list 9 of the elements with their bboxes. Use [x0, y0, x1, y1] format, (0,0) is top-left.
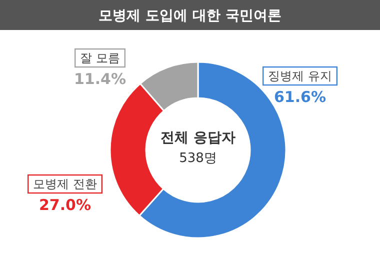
data-label: 61.6% [274, 88, 326, 106]
slice-label: 잘 모름 [80, 51, 120, 65]
slice-label: 징병제 유지 [268, 69, 332, 83]
text: 전체 응답자 [160, 130, 236, 146]
text: 538명 [179, 151, 217, 166]
slice-label: 모병제 전환 [33, 177, 97, 191]
chart-title: 모병제 도입에 대한 국민여론 [98, 8, 282, 24]
data-label: 11.4% [74, 70, 126, 88]
data-label: 27.0% [38, 196, 92, 214]
